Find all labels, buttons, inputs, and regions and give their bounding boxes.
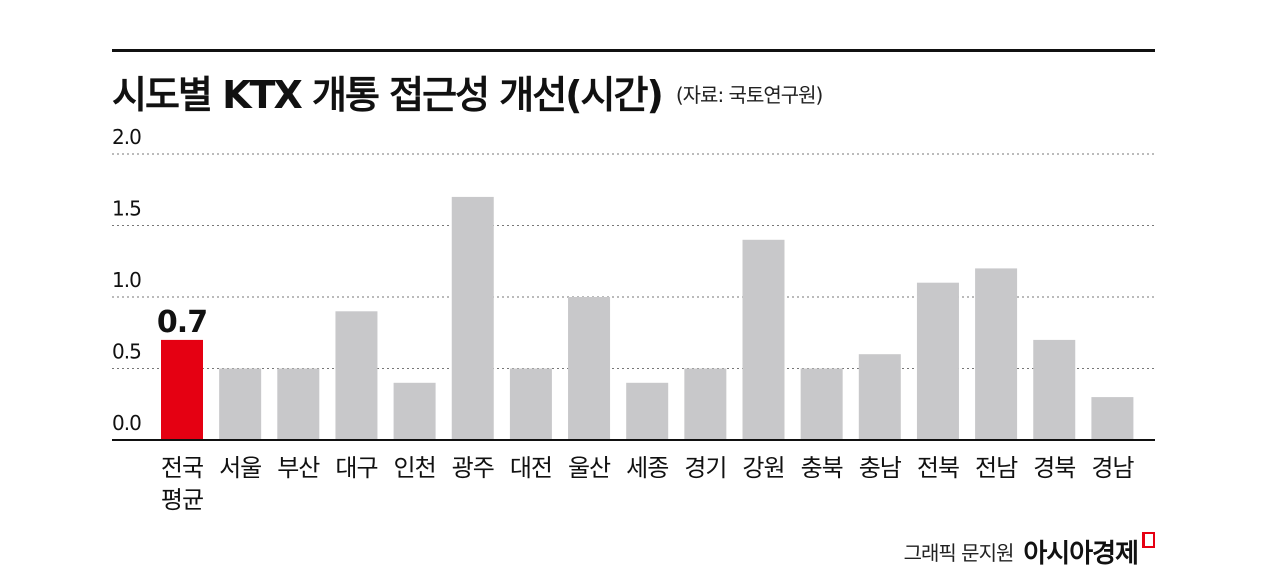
bar	[1033, 339, 1076, 440]
category-label: 대구	[335, 454, 377, 482]
chart-source: (자료: 국토연구원)	[675, 83, 824, 107]
bar	[335, 311, 378, 440]
highlight-value-label: 0.7	[157, 305, 207, 340]
y-tick-label: 2.0	[112, 125, 141, 149]
category-label: 광주	[452, 454, 494, 482]
bar	[800, 368, 843, 440]
category-label: 울산	[568, 454, 611, 482]
bar-layer	[161, 196, 1134, 440]
y-tick-label: 0.5	[112, 340, 141, 364]
y-tick-label: 1.0	[112, 268, 141, 292]
bar	[626, 382, 669, 440]
bar	[975, 268, 1018, 440]
credit: 그래픽 문지원 아시아경제	[904, 532, 1155, 570]
bar	[742, 239, 785, 440]
top-rule	[112, 49, 1155, 52]
title-row: 시도별 KTX 개통 접근성 개선(시간) (자료: 국토연구원)	[112, 64, 824, 119]
bar	[219, 368, 262, 440]
category-label: 평균	[161, 486, 203, 514]
category-label: 전국	[161, 454, 203, 482]
chart-title: 시도별 KTX 개통 접근성 개선(시간)	[112, 73, 664, 117]
brand-mark-icon	[1142, 532, 1155, 548]
y-tick-label: 0.0	[112, 411, 141, 435]
category-label: 세종	[626, 454, 668, 482]
bar	[393, 382, 436, 440]
bar	[451, 196, 494, 440]
category-label: 부산	[277, 454, 320, 482]
bar	[509, 368, 552, 440]
y-tick-label: 1.5	[112, 197, 141, 221]
bar	[568, 297, 611, 440]
bar	[1091, 397, 1134, 440]
category-label: 강원	[742, 454, 784, 482]
brand-logo-text: 아시아경제	[1023, 539, 1139, 569]
value-labels: 0.7	[157, 305, 208, 340]
bar	[277, 368, 320, 440]
category-label: 충북	[801, 454, 843, 482]
category-label: 전북	[917, 454, 959, 482]
category-label: 경북	[1033, 454, 1075, 482]
credit-text: 그래픽 문지원	[903, 541, 1015, 565]
grid-layer	[112, 153, 1155, 369]
y-axis-ticks: 0.0 0.5 1.0 1.5 2.0	[112, 125, 142, 435]
category-label: 경기	[684, 454, 726, 482]
bar	[684, 368, 727, 440]
bar	[916, 282, 959, 440]
category-label: 전남	[975, 454, 1018, 482]
category-label: 서울	[219, 454, 261, 482]
category-label: 인천	[394, 454, 436, 482]
category-label: 대전	[510, 454, 552, 482]
category-label: 경남	[1091, 454, 1134, 482]
category-label: 충남	[859, 454, 902, 482]
bar	[161, 339, 203, 440]
bar	[858, 354, 901, 440]
